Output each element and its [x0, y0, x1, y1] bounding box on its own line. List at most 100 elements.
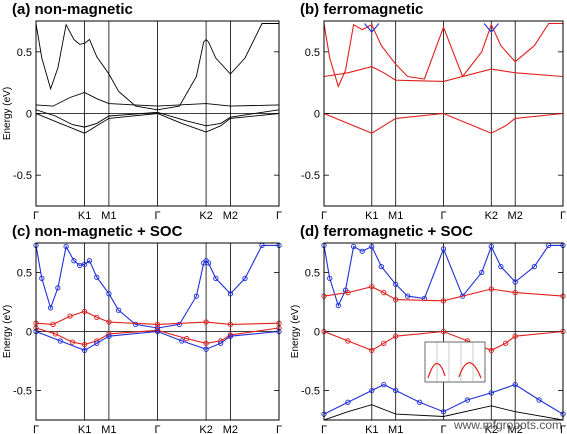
kpoint-label: Γ [33, 424, 39, 434]
panel-title: (c) non-magnetic + SOC [12, 223, 183, 240]
kpoint-label: M1 [388, 210, 403, 222]
band-point [67, 313, 73, 319]
kpoint-label: K2 [485, 210, 498, 222]
band-point [176, 321, 183, 328]
kpoint-label: M2 [223, 424, 238, 434]
y-tick-label: 0 [314, 327, 320, 339]
y-tick-label: 0.5 [305, 47, 320, 59]
band-point [369, 243, 375, 250]
plot-frame [35, 242, 280, 421]
band-point [498, 263, 504, 270]
band-point [81, 261, 88, 267]
band-point [502, 340, 509, 346]
kpoint-label: Γ [440, 210, 446, 222]
plot-frame [323, 242, 564, 421]
band-point [531, 263, 537, 270]
band-point [512, 381, 518, 388]
band-point [378, 263, 385, 270]
band-point [464, 397, 471, 403]
band-line [324, 330, 563, 352]
y-tick-label: -0.5 [13, 386, 32, 398]
band-point [106, 319, 112, 325]
kpoint-label: M1 [101, 424, 116, 434]
band-point [81, 347, 88, 354]
y-tick-label: 0.5 [17, 268, 32, 280]
band-point [218, 340, 224, 346]
band-point [203, 346, 209, 352]
band-line [324, 286, 563, 302]
band-point [63, 243, 69, 250]
band-point [154, 321, 161, 328]
band-line [36, 330, 279, 352]
y-axis-label: Energy (eV) [2, 87, 13, 140]
band-point [393, 296, 399, 303]
band-line [36, 244, 279, 329]
watermark: www.mfgrobots.com [453, 418, 562, 432]
band-point [242, 275, 248, 282]
band-point [335, 302, 341, 309]
kpoint-label: Γ [321, 424, 327, 434]
band-point [393, 333, 399, 339]
kpoint-label: K1 [78, 210, 91, 222]
inset-band-line [427, 362, 482, 379]
band-point [327, 275, 333, 282]
band-line [36, 113, 279, 134]
band-point [381, 381, 387, 388]
band-point [369, 347, 375, 354]
band-point [381, 340, 387, 346]
band-point [488, 243, 494, 250]
y-tick-label: -0.5 [13, 170, 32, 182]
inset-frame [424, 341, 486, 383]
band-point [488, 347, 494, 354]
band-point [369, 387, 375, 394]
band-point [71, 258, 77, 264]
band-point [77, 262, 83, 269]
band-point [69, 339, 76, 345]
band-point [440, 409, 447, 415]
band-line [36, 109, 279, 128]
band-point [94, 274, 100, 280]
kpoint-label: Γ [154, 210, 160, 222]
kpoint-label: Γ [154, 424, 160, 434]
band-point [512, 289, 518, 296]
kpoint-label: K2 [199, 210, 212, 222]
kpoint-label: Γ [440, 424, 446, 434]
kpoint-label: K1 [365, 210, 378, 222]
band-point [345, 289, 351, 296]
band-point [345, 399, 351, 405]
band-point [213, 275, 219, 282]
panel-2: (b) ferromagnetic Γ K1 M1 Γ K2 M2 Γ -0.5 0 0.5 [300, 1, 566, 222]
band-point [488, 286, 494, 292]
band-point [404, 293, 411, 299]
band-point [94, 340, 100, 346]
band-point [359, 248, 365, 254]
band-point [47, 305, 54, 311]
y-tick-label: 0 [26, 109, 32, 121]
panel-title: (d) ferromagnetic + SOC [300, 223, 473, 240]
kpoint-label: K1 [78, 424, 91, 434]
band-point [106, 291, 112, 297]
kpoint-label: Γ [321, 210, 327, 222]
band-point [57, 338, 63, 344]
y-tick-label: -0.5 [301, 386, 320, 398]
kpoint-label: K2 [485, 424, 498, 434]
band-point [227, 291, 234, 297]
band-point [393, 281, 399, 287]
band-line [324, 22, 563, 88]
band-point [132, 321, 139, 328]
band-line [324, 112, 563, 134]
band-point [345, 338, 351, 344]
kpoint-label: Γ [276, 424, 282, 434]
band-point [479, 269, 485, 276]
band-point [416, 399, 423, 405]
kpoint-label: M2 [508, 210, 523, 222]
band-point [227, 321, 234, 328]
y-axis-label: Energy (eV) [2, 305, 13, 358]
band-point [106, 333, 112, 339]
band-point [55, 285, 61, 291]
band-line [324, 404, 563, 420]
band-point [381, 289, 387, 296]
band-point [50, 321, 56, 328]
panel-title: (b) ferromagnetic [300, 1, 423, 18]
